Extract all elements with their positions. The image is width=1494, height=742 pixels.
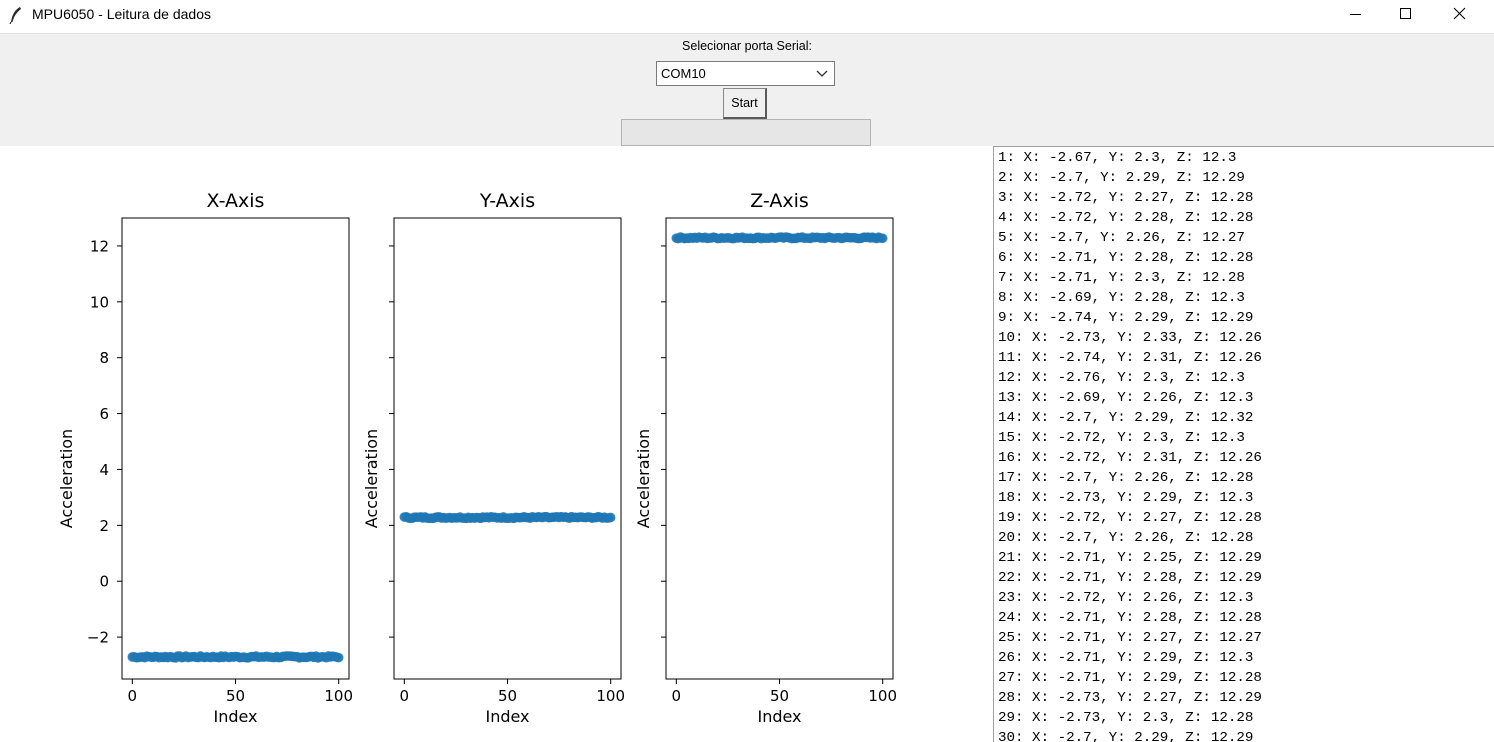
log-line: 3: X: -2.72, Y: 2.27, Z: 12.28 <box>998 190 1254 206</box>
data-point <box>605 512 616 523</box>
log-line: 12: X: -2.76, Y: 2.3, Z: 12.3 <box>998 370 1245 386</box>
log-line: 18: X: -2.73, Y: 2.29, Z: 12.3 <box>998 490 1254 506</box>
y-tick-label: −2 <box>87 629 109 647</box>
log-line: 1: X: -2.67, Y: 2.3, Z: 12.3 <box>998 150 1237 166</box>
log-line: 15: X: -2.72, Y: 2.3, Z: 12.3 <box>998 430 1245 446</box>
chart-title: X-Axis <box>207 190 265 212</box>
plot-frame <box>393 217 622 680</box>
x-tick-label: 0 <box>400 687 410 705</box>
log-line: 13: X: -2.69, Y: 2.26, Z: 12.3 <box>998 390 1254 406</box>
x-axis-label: Index <box>757 707 801 726</box>
chart-title: Z-Axis <box>750 190 809 212</box>
y-axis-label: Acceleration <box>57 429 76 528</box>
log-line: 27: X: -2.71, Y: 2.29, Z: 12.28 <box>998 670 1262 686</box>
log-line: 17: X: -2.7, Y: 2.26, Z: 12.28 <box>998 470 1254 486</box>
chart-x-axis: X-Axis 0 50 100 −2 0 2 4 6 8 10 12 Index Acceleration <box>57 190 353 726</box>
serial-port-value: COM10 <box>661 66 706 81</box>
log-line: 8: X: -2.69, Y: 2.28, Z: 12.3 <box>998 290 1245 306</box>
x-tick-label: 50 <box>770 687 789 705</box>
minimize-icon[interactable] <box>1332 0 1378 30</box>
x-tick-label: 0 <box>672 687 682 705</box>
plot-frame <box>121 217 350 680</box>
control-panel: Selecionar porta Serial: COM10 Start <box>0 33 1494 146</box>
chevron-down-icon[interactable] <box>815 68 829 80</box>
x-tick-label: 100 <box>868 687 897 705</box>
y-tick-label: 10 <box>90 293 109 311</box>
feather-icon <box>9 7 21 24</box>
x-axis-label: Index <box>485 707 529 726</box>
x-tick-label: 100 <box>324 687 353 705</box>
log-line: 9: X: -2.74, Y: 2.29, Z: 12.29 <box>998 310 1254 326</box>
maximize-icon[interactable] <box>1383 0 1429 30</box>
log-line: 21: X: -2.71, Y: 2.25, Z: 12.29 <box>998 550 1262 566</box>
log-line: 11: X: -2.74, Y: 2.31, Z: 12.26 <box>998 350 1262 366</box>
y-tick-label: 6 <box>99 405 109 423</box>
log-line: 23: X: -2.72, Y: 2.26, Z: 12.3 <box>998 590 1254 606</box>
start-button[interactable]: Start <box>723 88 767 119</box>
acceleration-charts: X-Axis 0 50 100 −2 0 2 4 6 8 10 12 Index Acceleration… <box>57 190 897 726</box>
log-line: 7: X: -2.71, Y: 2.3, Z: 12.28 <box>998 270 1245 286</box>
log-line: 24: X: -2.71, Y: 2.28, Z: 12.28 <box>998 610 1262 626</box>
y-tick-label: 8 <box>99 349 109 367</box>
data-point <box>877 233 888 244</box>
log-line: 22: X: -2.71, Y: 2.28, Z: 12.29 <box>998 570 1262 586</box>
y-tick-label: 2 <box>99 517 109 535</box>
log-line: 6: X: -2.71, Y: 2.28, Z: 12.28 <box>998 250 1254 266</box>
chart-title: Y-Axis <box>479 190 535 212</box>
y-axis-label: Acceleration <box>634 429 653 528</box>
log-line: 30: X: -2.7, Y: 2.29, Z: 12.29 <box>998 730 1254 742</box>
series-points <box>127 651 344 663</box>
log-line: 14: X: -2.7, Y: 2.29, Z: 12.32 <box>998 410 1254 426</box>
serial-port-label: Selecionar porta Serial: <box>682 39 812 53</box>
log-line: 29: X: -2.73, Y: 2.3, Z: 12.28 <box>998 710 1254 726</box>
window-title: MPU6050 - Leitura de dados <box>32 6 211 22</box>
series-points <box>671 232 888 244</box>
log-line: 19: X: -2.72, Y: 2.27, Z: 12.28 <box>998 510 1262 526</box>
title-bar: MPU6050 - Leitura de dados <box>0 0 1494 33</box>
y-axis-label: Acceleration <box>362 429 381 528</box>
serial-port-select[interactable]: COM10 <box>656 61 835 86</box>
status-field <box>621 119 871 146</box>
log-line: 26: X: -2.71, Y: 2.29, Z: 12.3 <box>998 650 1254 666</box>
data-log[interactable]: 1: X: -2.67, Y: 2.3, Z: 12.3 2: X: -2.7, … <box>993 146 1494 742</box>
x-tick-label: 100 <box>596 687 625 705</box>
y-tick-label: 0 <box>99 573 109 591</box>
log-line: 28: X: -2.73, Y: 2.27, Z: 12.29 <box>998 690 1262 706</box>
series-points <box>399 511 616 524</box>
y-tick-label: 12 <box>90 237 109 255</box>
log-line: 2: X: -2.7, Y: 2.29, Z: 12.29 <box>998 170 1245 186</box>
close-icon[interactable] <box>1437 0 1483 30</box>
log-line: 20: X: -2.7, Y: 2.26, Z: 12.28 <box>998 530 1254 546</box>
log-line: 16: X: -2.72, Y: 2.31, Z: 12.26 <box>998 450 1262 466</box>
plot-frame <box>665 217 894 680</box>
x-axis-label: Index <box>213 707 257 726</box>
log-line: 4: X: -2.72, Y: 2.28, Z: 12.28 <box>998 210 1254 226</box>
chart-z-axis: Z-Axis 0 50 100 Index Acceleration <box>634 190 897 726</box>
x-tick-label: 0 <box>128 687 138 705</box>
y-tick-label: 4 <box>99 461 109 479</box>
x-tick-label: 50 <box>226 687 245 705</box>
log-line: 25: X: -2.71, Y: 2.27, Z: 12.27 <box>998 630 1262 646</box>
chart-y-axis: Y-Axis 0 50 100 Index Acceleration <box>362 190 625 726</box>
log-list: 1: X: -2.67, Y: 2.3, Z: 12.3 2: X: -2.7, … <box>994 148 1262 742</box>
plot-area: X-Axis 0 50 100 −2 0 2 4 6 8 10 12 Index Acceleration… <box>0 146 990 742</box>
data-point <box>333 652 344 663</box>
log-line: 5: X: -2.7, Y: 2.26, Z: 12.27 <box>998 230 1245 246</box>
log-line: 10: X: -2.73, Y: 2.33, Z: 12.26 <box>998 330 1262 346</box>
x-tick-label: 50 <box>498 687 517 705</box>
